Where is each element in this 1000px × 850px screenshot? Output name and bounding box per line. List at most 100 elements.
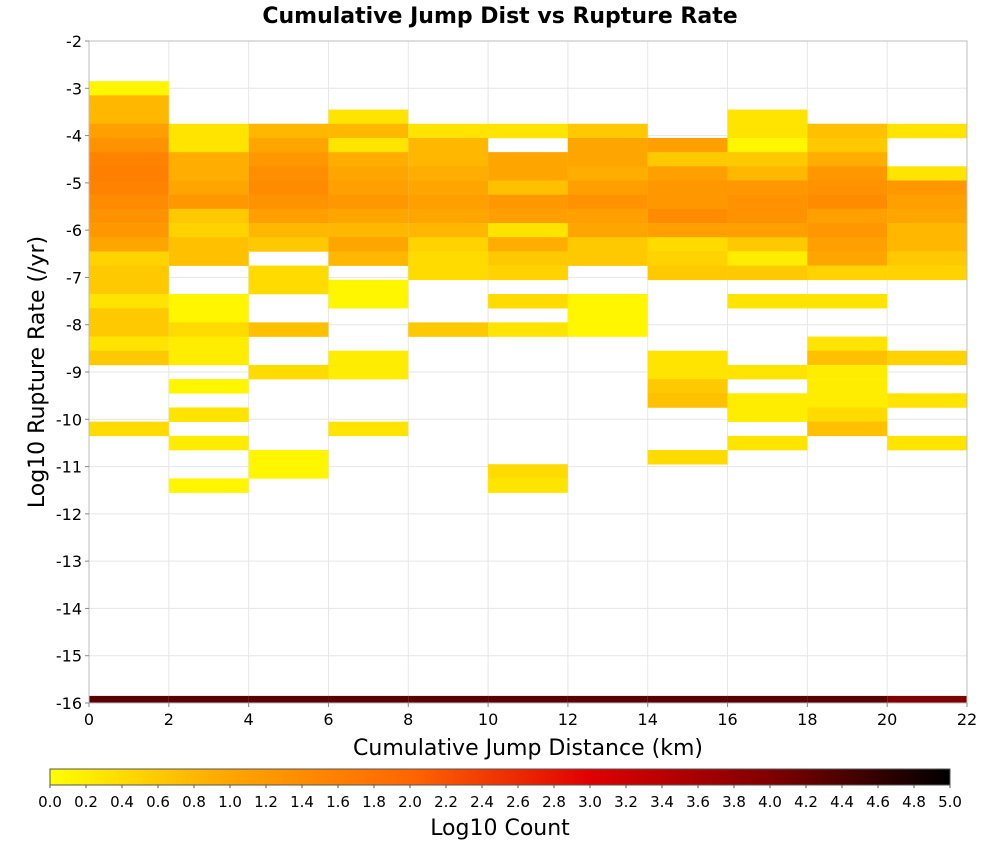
- colorbar-tick-label: 0.6: [146, 793, 170, 811]
- heatmap-cell: [408, 251, 489, 266]
- heatmap-cell: [328, 109, 409, 125]
- heatmap-cell: [408, 194, 489, 210]
- colorbar-tick-label: 1.2: [254, 793, 278, 811]
- heatmap-cell: [89, 123, 169, 139]
- heatmap-cell: [727, 109, 808, 125]
- heatmap-cell: [408, 166, 489, 181]
- colorbar-tick-label: 3.2: [614, 793, 638, 811]
- heatmap-cell: [567, 322, 648, 337]
- heatmap-cell: [168, 237, 249, 252]
- heatmap-cell: [168, 251, 249, 266]
- heatmap-cell: [727, 180, 808, 195]
- x-tick-label: 12: [558, 710, 578, 729]
- heatmap-cell: [248, 180, 329, 195]
- x-tick-label: 0: [84, 710, 94, 729]
- heatmap-band-cell: [887, 695, 967, 703]
- heatmap-cell: [727, 237, 808, 252]
- heatmap-cell: [647, 223, 728, 238]
- heatmap-cell: [488, 208, 568, 224]
- heatmap-cell: [567, 293, 648, 309]
- heatmap-cell: [408, 152, 489, 167]
- heatmap-cell: [328, 421, 409, 437]
- heatmap-cell: [567, 223, 648, 238]
- heatmap-cell: [248, 194, 329, 210]
- heatmap-cell: [647, 237, 728, 252]
- heatmap-cell: [567, 166, 648, 181]
- heatmap-cell: [887, 223, 967, 238]
- heatmap-cell: [727, 265, 808, 281]
- x-tick-label: 14: [638, 710, 658, 729]
- y-tick-label: -16: [56, 694, 82, 713]
- y-tick-label: -11: [56, 458, 82, 477]
- heatmap-cell: [887, 393, 967, 408]
- heatmap-cell: [887, 166, 967, 181]
- heatmap-cell: [248, 450, 329, 465]
- heatmap-cell: [408, 237, 489, 252]
- heatmap-cell: [89, 223, 169, 238]
- heatmap-cell: [727, 293, 808, 309]
- heatmap-cell: [89, 293, 169, 309]
- x-tick-label: 18: [797, 710, 817, 729]
- heatmap-cell: [89, 350, 169, 366]
- heatmap-cell: [727, 435, 808, 451]
- heatmap-cell: [887, 194, 967, 210]
- heatmap-cell: [328, 137, 409, 153]
- x-tick-label: 8: [403, 710, 413, 729]
- heatmap-cell: [168, 435, 249, 451]
- heatmap-cell: [727, 194, 808, 210]
- heatmap-cell: [807, 166, 888, 181]
- heatmap-cell: [328, 279, 409, 295]
- heatmap-band-cell: [408, 695, 489, 703]
- heatmap-cell: [248, 137, 329, 153]
- heatmap-cell: [727, 393, 808, 408]
- colorbar-ticks: 0.0 0.2 0.4 0.6 0.8 1.0 1.2 1.4 1.6 1.8 2.0 2.2 2.4 2…: [38, 785, 962, 811]
- heatmap-cell: [89, 194, 169, 210]
- colorbar-tick-label: 3.8: [722, 793, 746, 811]
- colorbar-tick-label: 4.6: [866, 793, 890, 811]
- heatmap-cell: [807, 336, 888, 352]
- colorbar-tick-label: 2.2: [434, 793, 458, 811]
- heatmap-cell: [89, 152, 169, 167]
- heatmap-cell: [408, 223, 489, 238]
- heatmap-cell: [727, 208, 808, 224]
- heatmap-cell: [328, 180, 409, 195]
- heatmap-cell: [887, 208, 967, 224]
- y-tick-label: -3: [66, 79, 82, 98]
- heatmap-cell: [328, 123, 409, 139]
- heatmap-cell: [807, 364, 888, 380]
- heatmap-cell: [168, 407, 249, 422]
- heatmap-cell: [488, 251, 568, 266]
- y-tick-label: -10: [56, 410, 82, 429]
- heatmap-band-cell: [89, 695, 169, 703]
- heatmap-cell: [328, 223, 409, 238]
- heatmap-cell: [887, 251, 967, 266]
- heatmap-cell: [647, 450, 728, 465]
- heatmap-cell: [887, 350, 967, 366]
- heatmap-cell: [807, 379, 888, 394]
- heatmap-cell: [168, 208, 249, 224]
- heatmap-cell: [168, 478, 249, 493]
- x-tick-label: 16: [717, 710, 737, 729]
- heatmap-cell: [168, 166, 249, 181]
- colorbar-tick-label: 1.8: [362, 793, 386, 811]
- colorbar-tick-label: 1.6: [326, 793, 350, 811]
- heatmap-cell: [168, 194, 249, 210]
- heatmap-cell: [647, 265, 728, 281]
- colorbar-tick-label: 0.0: [38, 793, 62, 811]
- heatmap-cell: [408, 180, 489, 195]
- x-tick-label: 20: [877, 710, 897, 729]
- heatmap-cell: [488, 152, 568, 167]
- colorbar-tick-label: 2.8: [542, 793, 566, 811]
- y-tick-label: -6: [66, 221, 82, 240]
- colorbar-tick-label: 3.4: [650, 793, 674, 811]
- heatmap-cell: [168, 293, 249, 309]
- heatmap-cell: [328, 152, 409, 167]
- heatmap-cell: [807, 393, 888, 408]
- heatmap-cell: [168, 336, 249, 352]
- heatmap-cell: [248, 208, 329, 224]
- heatmap-cell: [567, 123, 648, 139]
- heatmap-cell: [807, 350, 888, 366]
- heatmap-band-cell: [647, 695, 728, 703]
- heatmap-cell: [887, 180, 967, 195]
- heatmap-cell: [567, 137, 648, 153]
